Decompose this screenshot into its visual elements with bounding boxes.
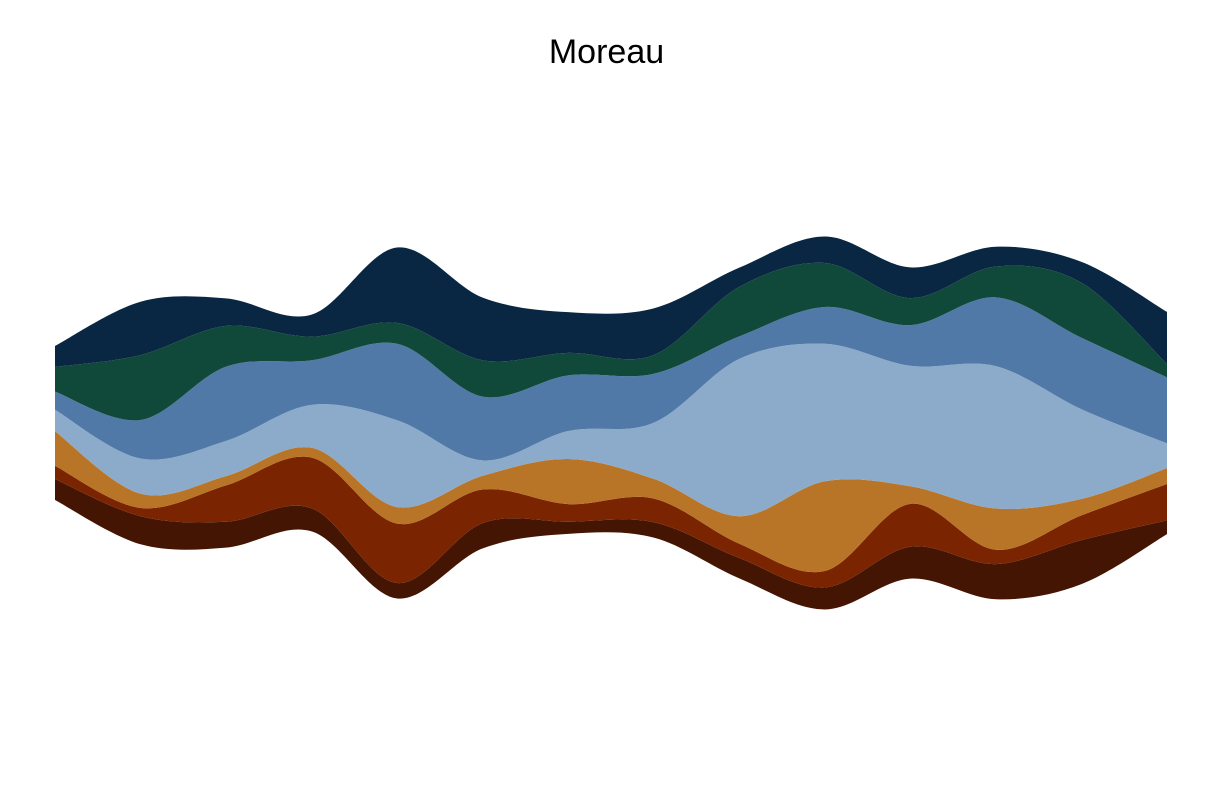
stream-layer-7 xyxy=(55,236,1167,367)
stream-layer-6 xyxy=(55,262,1167,421)
chart-title: Moreau xyxy=(548,33,665,71)
stream-layer-4 xyxy=(55,343,1167,517)
stream-layer-3 xyxy=(55,431,1167,573)
stream-layers xyxy=(55,236,1167,610)
stream-layer-1 xyxy=(55,479,1167,610)
stream-layer-2 xyxy=(55,456,1167,588)
stream-layer-5 xyxy=(55,297,1167,461)
